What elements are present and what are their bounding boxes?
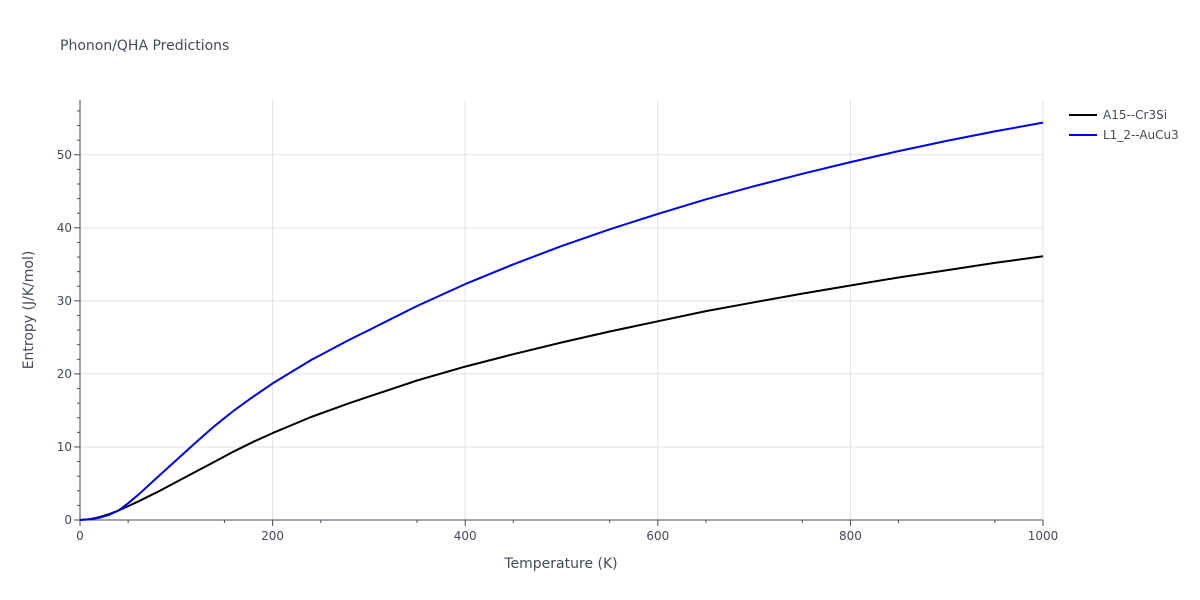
y-tick-label: 20 bbox=[57, 367, 72, 381]
y-axis-title: Entropy (J/K/mol) bbox=[21, 251, 37, 370]
plot-area bbox=[79, 121, 1044, 521]
series-line bbox=[79, 121, 1044, 521]
legend-label: A15--Cr3Si bbox=[1103, 108, 1167, 122]
y-tick-label: 40 bbox=[57, 221, 72, 235]
x-tick-label: 200 bbox=[261, 529, 284, 543]
x-tick-label: 400 bbox=[454, 529, 477, 543]
y-tick-label: 30 bbox=[57, 294, 72, 308]
x-tick-label: 0 bbox=[76, 529, 84, 543]
y-tick-label: 0 bbox=[64, 513, 72, 527]
axes bbox=[79, 100, 1043, 521]
x-tick-label: 800 bbox=[839, 529, 862, 543]
legend: A15--Cr3Si L1_2--AuCu3 bbox=[1069, 108, 1179, 142]
x-axis-title: Temperature (K) bbox=[503, 556, 617, 572]
chart-title: Phonon/QHA Predictions bbox=[60, 38, 229, 54]
x-tick-label: 600 bbox=[646, 529, 669, 543]
y-tick-label: 10 bbox=[57, 440, 72, 454]
x-tick-label: 1000 bbox=[1028, 529, 1059, 543]
series-line bbox=[79, 255, 1044, 521]
y-tick-label: 50 bbox=[57, 148, 72, 162]
legend-label: L1_2--AuCu3 bbox=[1103, 128, 1179, 142]
ticks: 0 200 400 600 800 1000 0 10 20 30 40 50 bbox=[57, 110, 1059, 543]
